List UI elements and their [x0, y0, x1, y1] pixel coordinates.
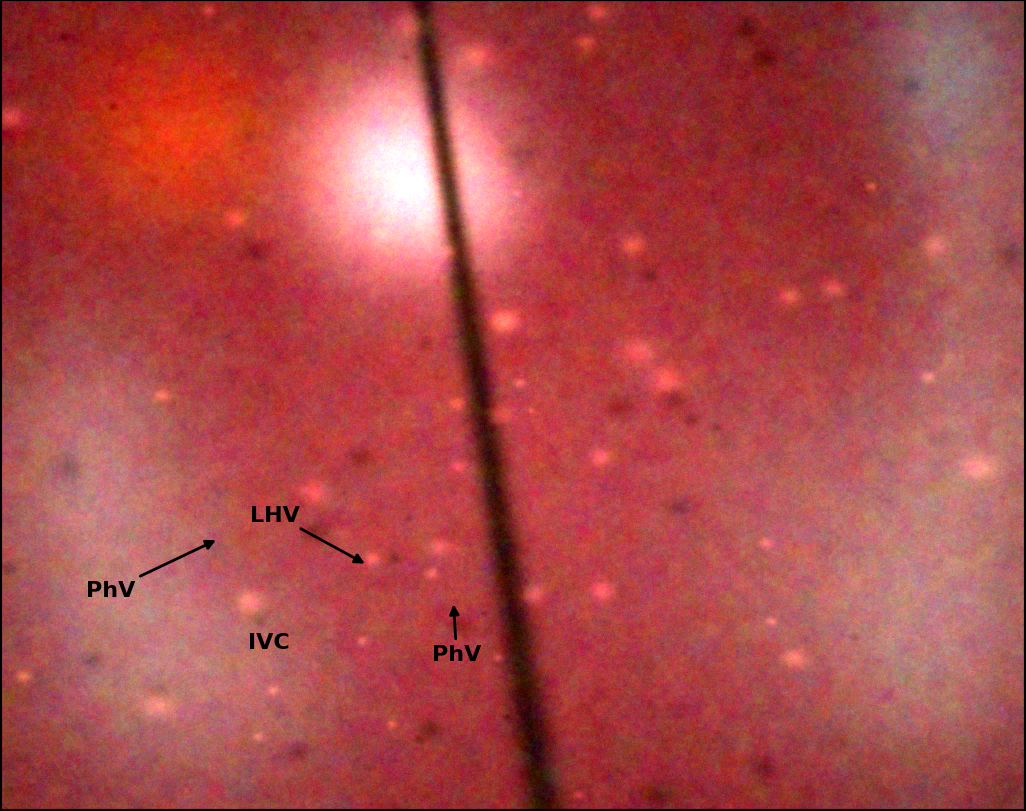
Text: IVC: IVC [248, 633, 289, 652]
Text: PhV: PhV [432, 607, 481, 664]
Text: LHV: LHV [250, 505, 362, 563]
Text: PhV: PhV [86, 542, 213, 600]
